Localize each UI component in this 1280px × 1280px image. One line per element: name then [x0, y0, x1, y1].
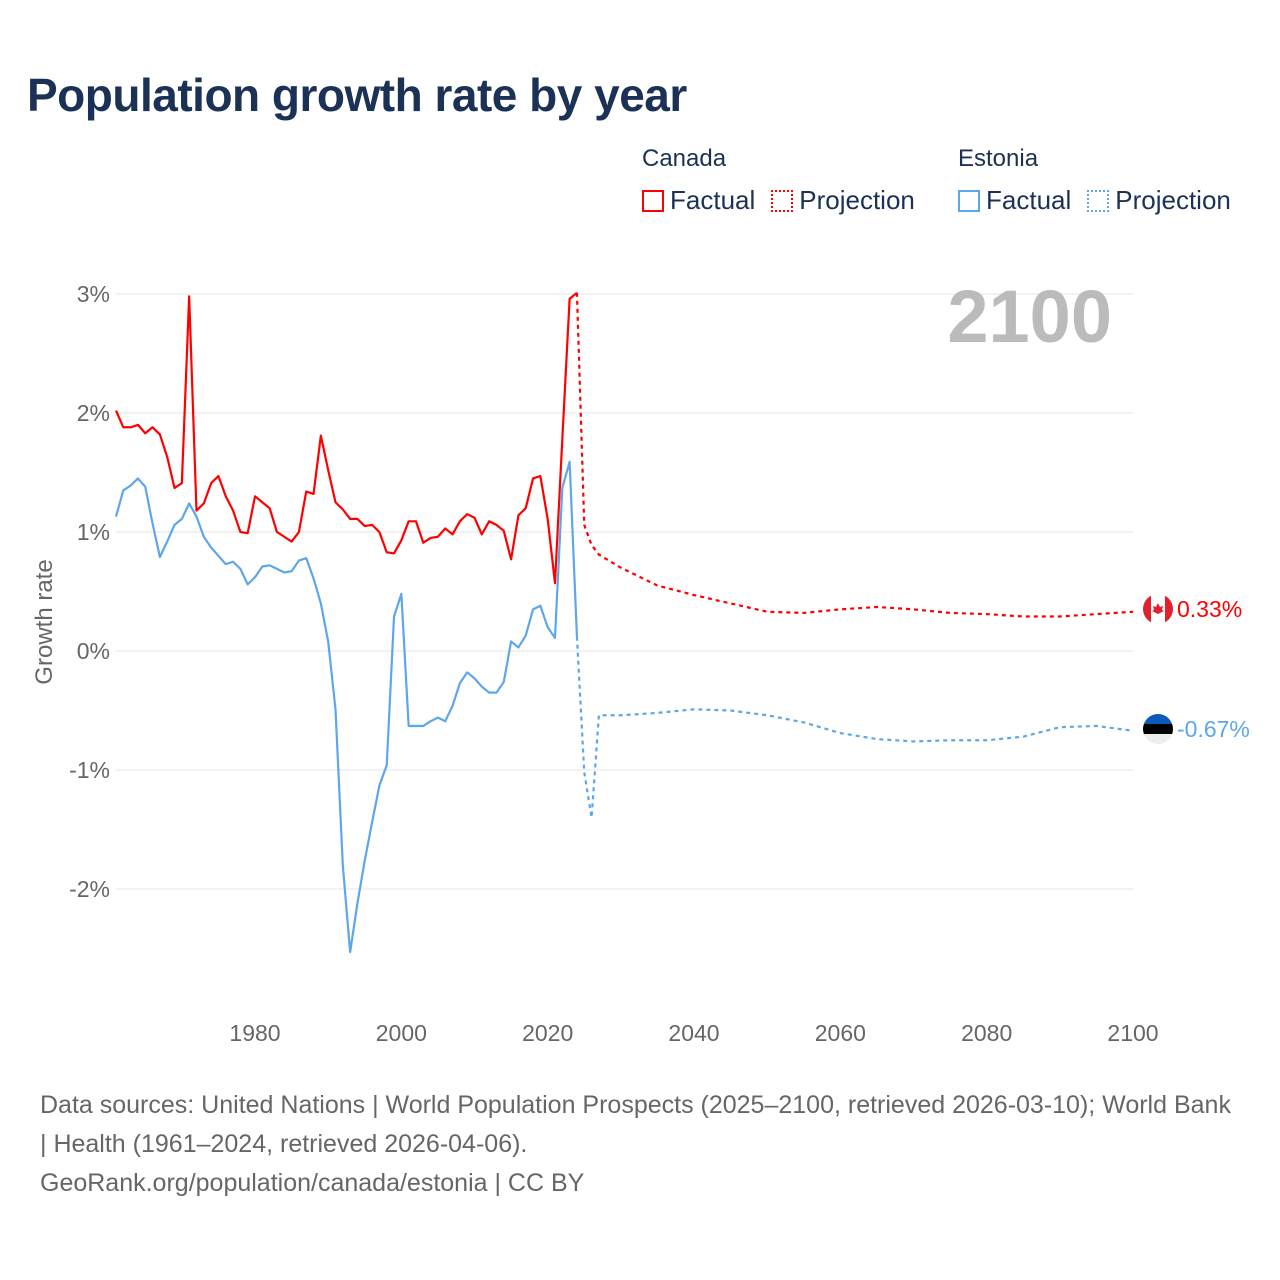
estonia-factual-line: [114, 460, 579, 954]
legend-country-name: Canada: [642, 145, 727, 172]
y-tick-label: 0%: [77, 638, 110, 664]
solid-swatch-icon: [958, 189, 980, 212]
solid-swatch-icon: [642, 189, 664, 212]
footer: Data sources: United Nations | World Pop…: [40, 1086, 1240, 1203]
estonia-projection-line: [575, 636, 1134, 818]
estonia-end-label: -0.67%: [1177, 716, 1250, 742]
legend-canada: Canada Factual Projection: [642, 145, 915, 216]
x-tick-label: 2100: [1107, 1020, 1158, 1046]
legend-canada-factual[interactable]: Factual: [642, 185, 755, 216]
chart-title: Population growth rate by year: [27, 69, 687, 121]
estonia-flag-icon: [1143, 714, 1173, 744]
legend-estonia-factual[interactable]: Factual: [958, 185, 1071, 216]
legend-estonia: Estonia Factual Projection: [958, 145, 1231, 216]
y-tick-label: 3%: [77, 281, 110, 307]
x-tick-label: 2080: [961, 1020, 1012, 1046]
canada-flag-icon: [1143, 594, 1173, 624]
legend-estonia-projection[interactable]: Projection: [1087, 185, 1231, 216]
canada-factual-line: [114, 291, 578, 585]
x-tick-label: 2060: [815, 1020, 866, 1046]
line-chart: 3% 2% 1% 0% -1% -2% 1980 2000 2020 2040 2060 2080 21…: [31, 275, 1250, 1046]
x-tick-label: 2020: [522, 1020, 573, 1046]
x-tick-label: 2040: [668, 1020, 719, 1046]
legend-label: Projection: [1115, 185, 1231, 215]
current-year-label: 2100: [947, 275, 1112, 358]
canada-projection-line: [575, 292, 1134, 618]
dotted-swatch-icon: [1087, 189, 1110, 212]
y-tick-label: -1%: [69, 757, 110, 783]
y-tick-label: 2%: [77, 400, 110, 426]
legend-country-name: Estonia: [958, 145, 1039, 172]
legend-canada-projection[interactable]: Projection: [771, 185, 915, 216]
canada-end-label: 0.33%: [1177, 596, 1242, 622]
y-tick-label: -2%: [69, 876, 110, 902]
y-tick-label: 1%: [77, 519, 110, 545]
y-axis-label: Growth rate: [31, 559, 58, 684]
legend-label: Factual: [986, 185, 1072, 215]
dotted-swatch-icon: [771, 189, 794, 212]
x-tick-label: 2000: [376, 1020, 427, 1046]
legend-label: Factual: [670, 185, 756, 215]
data-sources: Data sources: United Nations | World Pop…: [40, 1091, 1231, 1158]
legend-label: Projection: [799, 185, 915, 215]
x-tick-label: 1980: [229, 1020, 280, 1046]
credit-link[interactable]: GeoRank.org/population/canada/estonia | …: [40, 1169, 585, 1197]
